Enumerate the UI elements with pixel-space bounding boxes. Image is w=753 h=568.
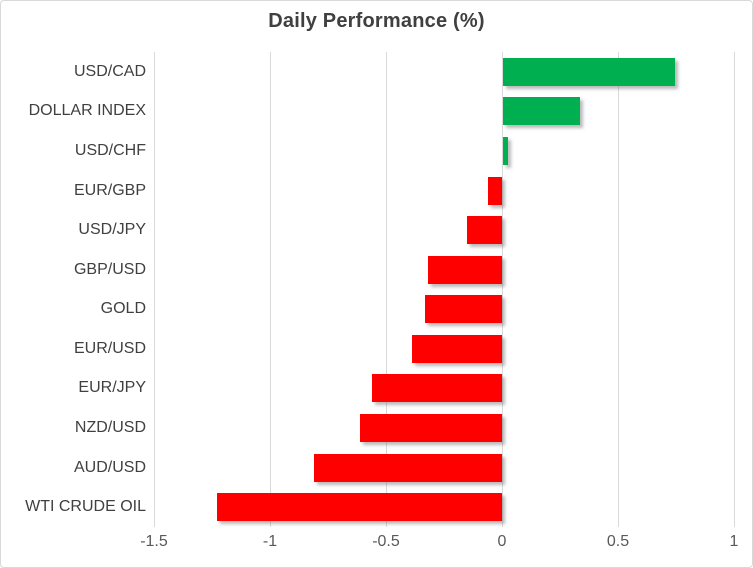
bar <box>216 493 502 522</box>
category-label: DOLLAR INDEX <box>28 102 146 120</box>
category-label: EUR/USD <box>73 339 146 357</box>
category-label: GOLD <box>100 300 146 318</box>
x-tick-label: -1.5 <box>140 533 168 550</box>
category-axis: USD/CAD DOLLAR INDEX USD/CHF EUR/GBP USD/JPY… <box>1 52 146 527</box>
x-tick-label: -0.5 <box>372 533 400 550</box>
gridline <box>734 52 735 527</box>
x-tick-label: 0 <box>497 533 507 550</box>
gridline <box>386 52 387 527</box>
bar <box>360 414 502 443</box>
bar <box>503 97 580 126</box>
bar <box>425 295 502 324</box>
x-tick-label: 0.5 <box>606 533 630 550</box>
gridline <box>270 52 271 527</box>
category-label: USD/CHF <box>74 141 146 159</box>
category-label: GBP/USD <box>73 260 146 278</box>
category-label: USD/JPY <box>78 221 146 239</box>
category-label: USD/CAD <box>73 62 146 80</box>
value-axis: -1.5 -1 -0.5 0 0.5 1 <box>1 531 752 553</box>
bar <box>467 216 502 245</box>
bar <box>503 136 508 165</box>
category-label: EUR/JPY <box>78 379 146 397</box>
gridline <box>618 52 619 527</box>
x-tick-label: 1 <box>729 533 739 550</box>
bar <box>503 57 675 86</box>
category-label: WTI CRUDE OIL <box>25 498 146 516</box>
bar <box>411 334 502 363</box>
gridline <box>502 52 503 527</box>
bar <box>488 176 502 205</box>
bar <box>427 255 502 284</box>
x-tick-label: -1 <box>262 533 278 550</box>
plot-area <box>154 52 735 527</box>
category-label: EUR/GBP <box>73 181 146 199</box>
bar <box>372 374 502 403</box>
gridline <box>154 52 155 527</box>
bar <box>314 453 502 482</box>
category-label: AUD/USD <box>73 458 146 476</box>
category-label: NZD/USD <box>74 419 146 437</box>
chart-title: Daily Performance (%) <box>268 10 485 32</box>
